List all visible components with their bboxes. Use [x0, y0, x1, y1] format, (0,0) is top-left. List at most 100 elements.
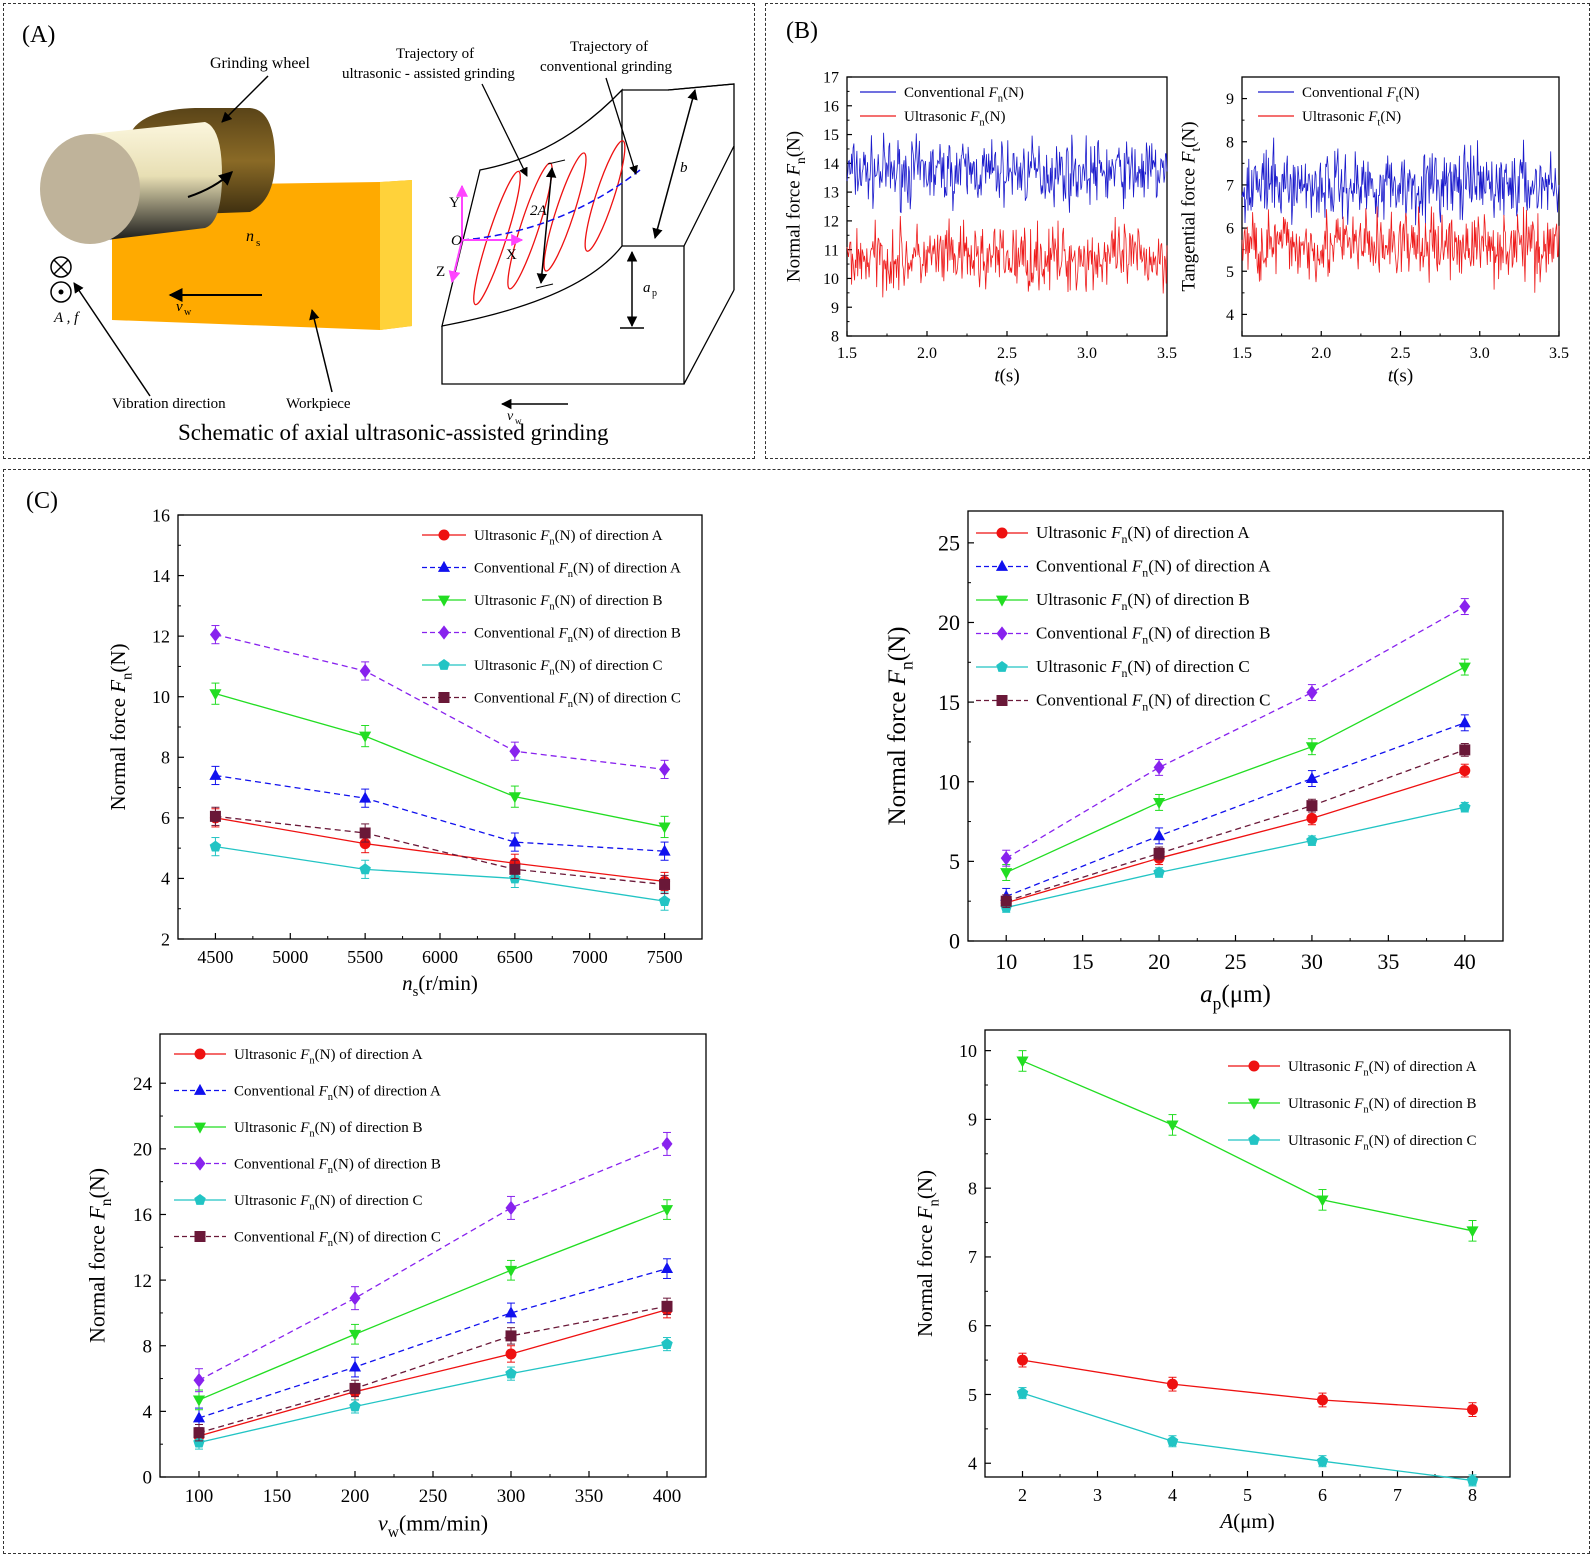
data-point	[1316, 1195, 1329, 1207]
legend-label: Conventional Fn(N)	[904, 85, 1024, 105]
data-point	[1316, 1455, 1329, 1467]
ns-subscript: s	[256, 237, 260, 249]
data-point	[660, 1205, 674, 1217]
schematic-2d-view: Y X Z O 2A b a p v w Trajectory of ultra…	[342, 39, 735, 426]
panel-b-label: (B)	[786, 18, 818, 44]
x-axis-title: A(μm)	[1218, 1509, 1274, 1533]
y-tick-label: 8	[161, 748, 170, 768]
data-point	[192, 1395, 206, 1407]
x-tick-label: 6000	[422, 947, 458, 967]
data-point	[505, 1348, 517, 1360]
data-point	[1306, 834, 1318, 846]
data-point	[192, 1411, 206, 1423]
data-point	[193, 1373, 205, 1388]
legend-marker	[438, 692, 450, 703]
y-tick-label: 4	[1226, 307, 1234, 324]
x-tick-label: 300	[497, 1486, 526, 1507]
data-point	[359, 731, 372, 743]
legend-marker	[194, 1048, 206, 1060]
x-tick-label: 2.0	[1311, 345, 1331, 362]
rotation-arrow-icon	[187, 171, 234, 198]
legend-label: Ultrasonic Fn(N) of direction A	[1036, 523, 1250, 546]
plot-frame	[177, 514, 703, 940]
data-point	[1305, 771, 1318, 783]
data-point	[1466, 1226, 1479, 1238]
y-tick-label: 20	[133, 1140, 152, 1161]
x-tick-label: 7	[1393, 1485, 1402, 1505]
y-tick-label: 8	[143, 1336, 153, 1357]
series-line	[1006, 806, 1465, 909]
data-point	[1153, 866, 1165, 878]
b-label: b	[680, 160, 688, 176]
data-point	[1017, 1354, 1028, 1366]
legend-label: Conventional Fn(N) of direction A	[474, 561, 681, 581]
data-point	[209, 768, 222, 780]
data-point	[1458, 716, 1471, 728]
legend-label: Ultrasonic Fn(N) of direction C	[234, 1193, 423, 1213]
plot-frame	[159, 1033, 707, 1478]
series-line	[215, 845, 665, 902]
x-axis-title: t(s)	[1388, 366, 1413, 387]
schematic-3d-view: n s v w Grinding wheel A , f Vibration d…	[40, 55, 412, 412]
x-tick-label: 3.0	[1470, 345, 1490, 362]
force-trace-0	[846, 132, 1168, 214]
y-tick-label: 9	[968, 1110, 977, 1130]
data-point	[359, 827, 371, 839]
legend-label: Ultrasonic Fn(N) of direction A	[1288, 1059, 1477, 1079]
y-tick-label: 16	[823, 98, 839, 115]
data-point	[505, 1367, 517, 1379]
data-point	[349, 1291, 361, 1306]
data-point	[359, 663, 371, 679]
y-tick-label: 10	[938, 769, 960, 794]
legend-marker	[438, 625, 450, 640]
vw-subscript: w	[184, 307, 192, 318]
y-tick-label: 16	[152, 505, 170, 525]
y-tick-label: 8	[831, 329, 839, 346]
origin-label: O	[451, 233, 462, 249]
x-tick-label: 40	[1454, 949, 1476, 974]
x-tick-label: 3.0	[1077, 345, 1097, 362]
legend-marker	[995, 595, 1009, 607]
data-point	[1000, 895, 1012, 907]
data-point	[1000, 851, 1012, 866]
y-axis-title: Normal force Fn(N)	[783, 131, 808, 282]
ap-subscript: p	[652, 288, 657, 299]
data-point	[660, 1262, 674, 1274]
legend-marker	[193, 1083, 207, 1095]
y-tick-label: 5	[1226, 264, 1234, 281]
series-line	[198, 1208, 668, 1401]
y-tick-label: 4	[143, 1402, 153, 1423]
force-trace-1	[1241, 206, 1560, 293]
series-line	[198, 1305, 668, 1434]
x-tick-label: 3.5	[1157, 345, 1177, 362]
legend-marker	[995, 559, 1009, 571]
data-point	[1166, 1120, 1179, 1132]
y-tick-label: 4	[161, 869, 170, 889]
data-point	[659, 762, 671, 777]
data-point	[1016, 1387, 1029, 1398]
data-point	[209, 840, 222, 852]
traj-conventional-pointer	[605, 77, 638, 175]
y-axis-title: Normal force Fn(N)	[106, 643, 135, 810]
data-point	[1467, 1404, 1478, 1416]
data-point	[1153, 847, 1165, 859]
data-point	[1153, 760, 1165, 775]
workpiece-label: Workpiece	[286, 396, 351, 412]
two-a-label: 2A	[530, 203, 548, 219]
bottom-vw-subscript: w	[515, 416, 522, 426]
series-0	[1017, 1352, 1478, 1417]
traj-ultrasonic-label-2: ultrasonic - assisted grinding	[342, 66, 515, 82]
data-point	[1153, 829, 1166, 841]
x-tick-label: 350	[575, 1486, 604, 1507]
series-line	[1005, 666, 1466, 874]
series-1	[1016, 1050, 1479, 1242]
panel-a: (A)	[3, 3, 755, 459]
legend-label: Conventional Fn(N) of direction C	[474, 691, 681, 711]
series-5	[193, 1297, 673, 1442]
series-2	[209, 682, 671, 839]
legend-label: Conventional Ft(N)	[1302, 85, 1420, 105]
y-tick-label: 15	[938, 690, 960, 715]
conventional-trajectory	[461, 169, 641, 241]
y-tick-label: 13	[823, 185, 839, 202]
series-line	[215, 815, 665, 886]
